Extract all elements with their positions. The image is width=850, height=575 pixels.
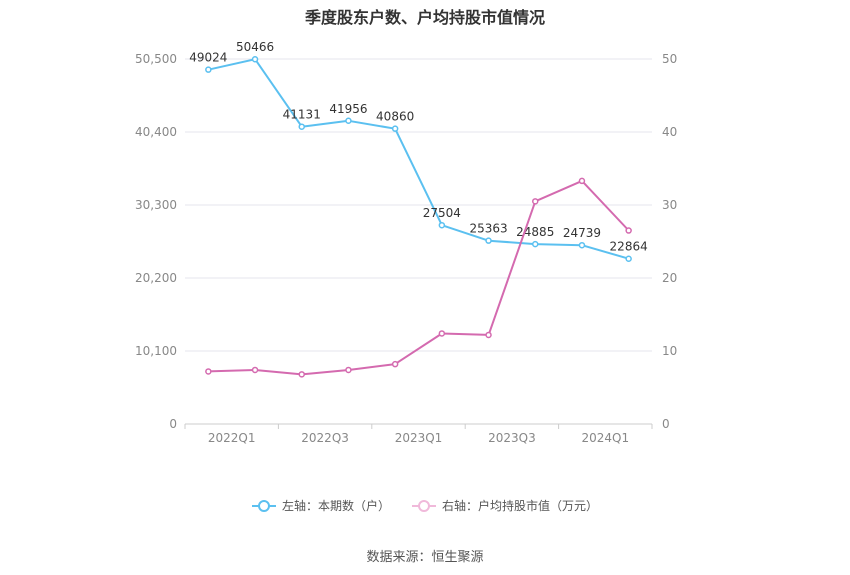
x-tick-label: 2022Q3 [301, 431, 349, 445]
data-label: 25363 [469, 222, 507, 236]
data-label: 49024 [189, 51, 227, 65]
data-source: 数据来源：恒生聚源 [366, 550, 484, 565]
series-line-0 [208, 58, 629, 260]
data-label: 22864 [610, 240, 648, 254]
y-right-tick-label: 40 [662, 125, 677, 139]
y-left-tick-label: 10,100 [135, 344, 177, 358]
data-point-1 [251, 366, 259, 374]
y-right-tick-label: 10 [662, 344, 677, 358]
data-point-0 [251, 55, 259, 63]
data-label: 40860 [376, 110, 414, 124]
legend-label-avg-value: 右轴：户均持股市值（万元） [442, 499, 599, 513]
data-label: 41131 [283, 108, 321, 122]
data-point-0 [578, 241, 586, 249]
data-point-1 [391, 360, 399, 368]
legend-item-households[interactable]: 左轴：本期数（户） [251, 497, 390, 514]
y-left-tick-label: 50,500 [135, 52, 177, 66]
x-tick-label: 2022Q1 [208, 431, 256, 445]
data-point-0 [485, 237, 492, 244]
data-label: 41956 [329, 102, 367, 116]
x-tick-label: 2023Q1 [395, 431, 443, 445]
y-right-tick-label: 30 [662, 198, 677, 212]
y-right-tick-label: 50 [662, 52, 677, 66]
data-label: 50466 [236, 40, 274, 54]
x-tick-label: 2024Q1 [581, 431, 629, 445]
data-point-0 [391, 125, 399, 132]
y-right-tick-label: 0 [662, 417, 670, 431]
y-left-tick-label: 30,300 [135, 198, 177, 212]
data-point-0 [298, 123, 305, 130]
data-point-1 [532, 198, 539, 205]
y-left-tick-label: 40,400 [135, 125, 177, 139]
data-point-0 [625, 255, 632, 262]
data-point-1 [205, 368, 212, 375]
data-point-0 [438, 221, 446, 229]
legend-swatch-households [251, 499, 276, 513]
legend-swatch-avg-value [412, 499, 436, 513]
y-left-tick-label: 20,200 [135, 271, 177, 285]
data-label: 24739 [563, 226, 601, 240]
data-point-1 [485, 331, 492, 339]
chart-title: 季度股东户数、户均持股市值情况 [304, 8, 545, 27]
data-point-0 [345, 117, 352, 125]
y-right-tick-label: 20 [662, 271, 677, 285]
data-point-1 [345, 366, 352, 374]
legend-item-avg-value[interactable]: 右轴：户均持股市值（万元） [412, 497, 598, 514]
series-line-1 [208, 179, 630, 376]
data-label: 27504 [423, 206, 461, 220]
data-point-0 [205, 66, 212, 73]
x-tick-label: 2023Q3 [488, 431, 536, 445]
data-point-0 [532, 240, 539, 248]
data-point-1 [438, 330, 446, 337]
y-left-tick-label: 0 [169, 417, 177, 431]
legend-label-households: 左轴：本期数（户） [281, 499, 390, 513]
data-point-1 [625, 227, 632, 234]
data-point-1 [298, 371, 305, 378]
data-point-1 [578, 177, 586, 185]
legend: 左轴：本期数（户） 右轴：户均持股市值（万元） [0, 497, 850, 514]
